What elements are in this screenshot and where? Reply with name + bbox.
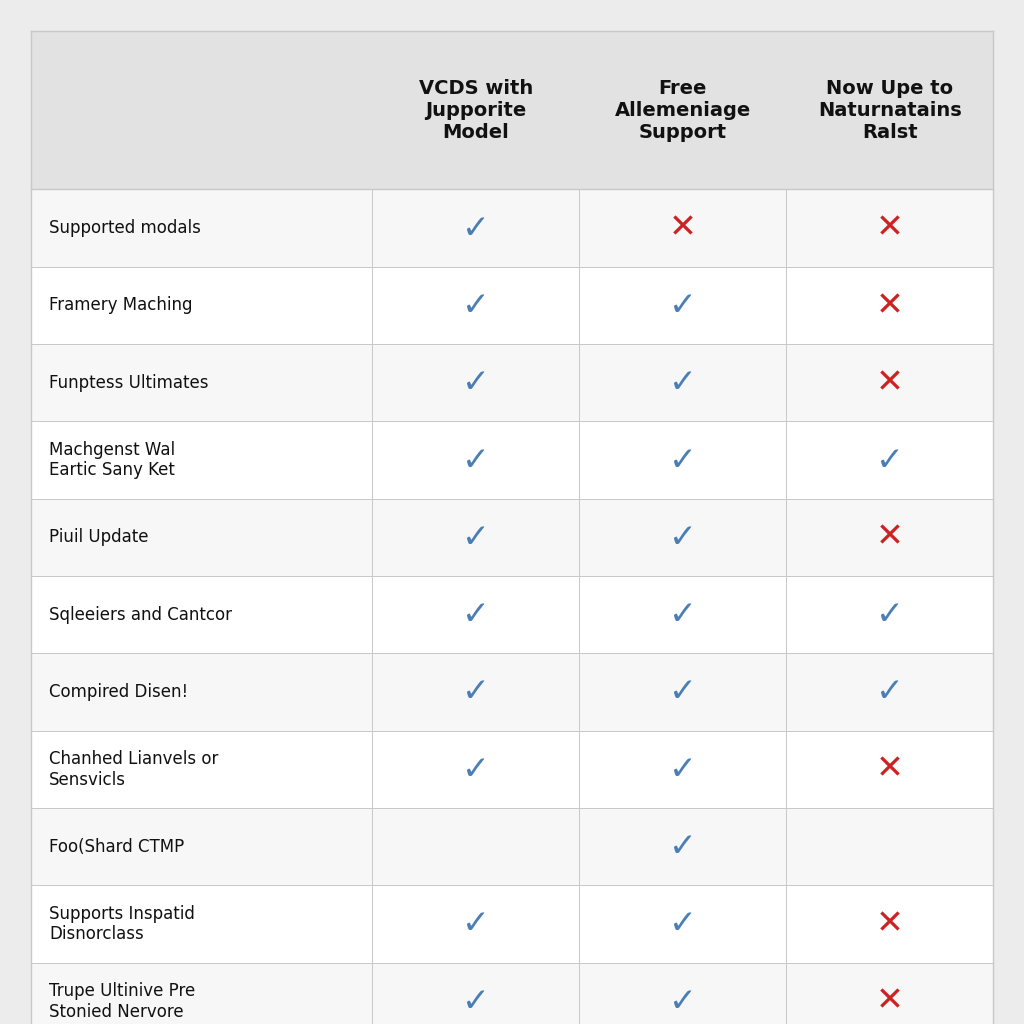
Text: ✓: ✓ [669,521,697,554]
Text: ✓: ✓ [669,985,697,1018]
Text: Free
Allemeniage
Support: Free Allemeniage Support [614,79,751,141]
Bar [31,885,993,963]
Text: Piuil Update: Piuil Update [49,528,148,547]
Text: Chanhed Lianvels or
Sensvicls: Chanhed Lianvels or Sensvicls [49,750,218,788]
Text: ✓: ✓ [669,598,697,631]
Bar [31,731,993,808]
Text: ✓: ✓ [669,289,697,322]
Bar [31,808,993,885]
Text: Now Upe to
Naturnatains
Ralst: Now Upe to Naturnatains Ralst [818,79,962,141]
Text: ✓: ✓ [462,676,489,709]
Text: ✓: ✓ [462,212,489,245]
Text: ✓: ✓ [876,598,904,631]
Text: ✓: ✓ [669,676,697,709]
Text: ✓: ✓ [462,443,489,476]
Bar [31,31,993,189]
Text: ✓: ✓ [669,753,697,785]
Text: Sqleeiers and Cantcor: Sqleeiers and Cantcor [49,605,232,624]
Text: ✓: ✓ [669,830,697,863]
Text: VCDS with
Jupporite
Model: VCDS with Jupporite Model [419,79,534,141]
Text: ✓: ✓ [462,521,489,554]
Text: ✓: ✓ [462,907,489,940]
Text: Supports Inspatid
Disnorclass: Supports Inspatid Disnorclass [49,904,195,943]
Text: ✕: ✕ [876,521,904,554]
Bar [31,963,993,1024]
Text: ✕: ✕ [876,367,904,399]
Text: ✕: ✕ [876,985,904,1018]
Text: Framery Maching: Framery Maching [49,296,193,314]
Text: ✓: ✓ [669,907,697,940]
Bar [31,499,993,577]
Bar [31,189,993,267]
Text: ✓: ✓ [669,443,697,476]
Text: ✕: ✕ [876,212,904,245]
Text: ✕: ✕ [669,212,697,245]
Text: ✓: ✓ [876,443,904,476]
Text: ✕: ✕ [876,753,904,785]
Bar [31,653,993,731]
Text: ✓: ✓ [462,289,489,322]
Text: Supported modals: Supported modals [49,219,201,238]
Text: Machgenst Wal
Eartic Sany Ket: Machgenst Wal Eartic Sany Ket [49,440,175,479]
Bar [31,575,993,653]
Bar [31,422,993,499]
Text: ✓: ✓ [462,367,489,399]
Text: Trupe Ultinive Pre
Stonied Nervore: Trupe Ultinive Pre Stonied Nervore [49,982,196,1021]
Text: Funptess Ultimates: Funptess Ultimates [49,374,209,392]
Text: ✓: ✓ [462,985,489,1018]
Text: ✕: ✕ [876,289,904,322]
Text: ✓: ✓ [462,598,489,631]
Text: Compired Disen!: Compired Disen! [49,683,188,701]
Text: Foo(Shard CTMP: Foo(Shard CTMP [49,838,184,856]
Text: ✓: ✓ [462,753,489,785]
Bar [31,344,993,422]
Text: ✓: ✓ [876,676,904,709]
Text: ✓: ✓ [669,367,697,399]
Text: ✕: ✕ [876,907,904,940]
Bar [31,267,993,344]
